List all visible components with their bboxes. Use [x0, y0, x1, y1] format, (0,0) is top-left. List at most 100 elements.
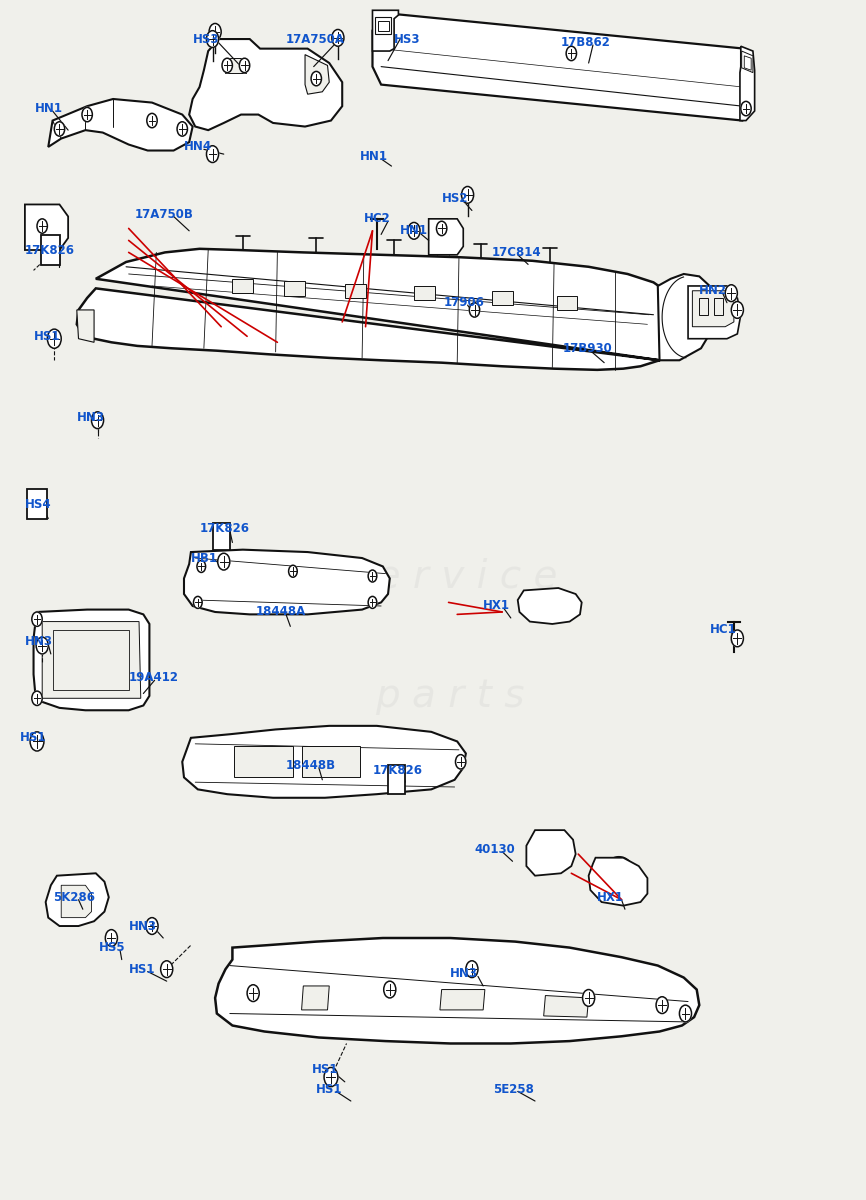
FancyBboxPatch shape — [212, 523, 229, 551]
Text: 18448A: 18448A — [255, 606, 306, 618]
Polygon shape — [182, 726, 466, 798]
Polygon shape — [46, 874, 109, 926]
Circle shape — [206, 31, 218, 48]
Text: p a r t s: p a r t s — [376, 677, 525, 715]
Text: 17B930: 17B930 — [563, 342, 612, 355]
Polygon shape — [34, 610, 150, 710]
Circle shape — [92, 412, 104, 428]
Polygon shape — [25, 204, 68, 250]
Circle shape — [656, 997, 669, 1014]
Polygon shape — [527, 830, 576, 876]
Polygon shape — [544, 996, 589, 1018]
Polygon shape — [693, 290, 734, 326]
Text: HC1: HC1 — [709, 624, 736, 636]
Polygon shape — [232, 278, 253, 293]
Polygon shape — [741, 52, 753, 73]
Polygon shape — [714, 298, 722, 314]
Circle shape — [55, 121, 65, 136]
FancyBboxPatch shape — [388, 766, 405, 794]
Polygon shape — [42, 622, 141, 698]
Polygon shape — [284, 281, 305, 295]
Polygon shape — [301, 746, 359, 778]
Polygon shape — [77, 248, 680, 370]
Text: HB1: HB1 — [191, 552, 218, 564]
Circle shape — [32, 691, 42, 706]
Text: 5K286: 5K286 — [53, 890, 94, 904]
Circle shape — [147, 113, 158, 127]
Circle shape — [408, 222, 420, 239]
Circle shape — [466, 961, 478, 978]
Text: HN1: HN1 — [400, 224, 428, 238]
Circle shape — [740, 101, 751, 115]
Text: 17K826: 17K826 — [25, 244, 74, 257]
Polygon shape — [658, 274, 716, 360]
Circle shape — [32, 612, 42, 626]
Text: s e r v i c e: s e r v i c e — [344, 557, 557, 595]
Polygon shape — [688, 286, 740, 338]
Polygon shape — [414, 286, 435, 300]
Circle shape — [222, 59, 232, 73]
Text: HN1: HN1 — [36, 102, 63, 115]
Circle shape — [288, 565, 297, 577]
Circle shape — [566, 47, 577, 61]
Text: HS1: HS1 — [34, 330, 60, 343]
Polygon shape — [301, 986, 329, 1010]
Text: HN2: HN2 — [700, 284, 727, 298]
Polygon shape — [372, 11, 398, 52]
Circle shape — [368, 570, 377, 582]
Circle shape — [106, 930, 118, 947]
Polygon shape — [61, 886, 92, 918]
Text: HN3: HN3 — [450, 967, 478, 980]
Circle shape — [680, 1006, 692, 1022]
Polygon shape — [492, 290, 513, 305]
Circle shape — [161, 961, 172, 978]
Text: HS3: HS3 — [192, 32, 219, 46]
Polygon shape — [189, 40, 342, 130]
Circle shape — [731, 301, 743, 318]
Polygon shape — [305, 55, 329, 94]
Text: HS1: HS1 — [312, 1063, 339, 1076]
Circle shape — [247, 985, 259, 1002]
Circle shape — [30, 732, 44, 751]
Circle shape — [462, 186, 474, 203]
Polygon shape — [589, 858, 648, 906]
Text: 40130: 40130 — [475, 842, 515, 856]
Text: HS4: HS4 — [25, 498, 52, 511]
Text: 17K826: 17K826 — [372, 763, 423, 776]
Polygon shape — [184, 550, 390, 614]
Polygon shape — [375, 18, 391, 35]
Circle shape — [368, 596, 377, 608]
Circle shape — [332, 30, 344, 47]
Text: 17K826: 17K826 — [199, 522, 249, 534]
Circle shape — [82, 107, 93, 121]
Text: HN3: HN3 — [129, 919, 157, 932]
Text: HS2: HS2 — [442, 192, 469, 205]
Text: HS1: HS1 — [316, 1082, 343, 1096]
Text: 17A750B: 17A750B — [135, 208, 194, 221]
Polygon shape — [700, 298, 708, 314]
Polygon shape — [429, 218, 463, 254]
Polygon shape — [372, 13, 753, 120]
Circle shape — [206, 145, 218, 162]
Polygon shape — [77, 310, 94, 342]
Circle shape — [146, 918, 158, 935]
Circle shape — [469, 302, 480, 317]
Circle shape — [583, 990, 595, 1007]
Text: HN3: HN3 — [77, 412, 105, 425]
Polygon shape — [518, 588, 582, 624]
Circle shape — [384, 982, 396, 998]
Polygon shape — [345, 283, 365, 298]
Text: HN1: HN1 — [359, 150, 387, 163]
Text: HX1: HX1 — [598, 890, 624, 904]
Circle shape — [456, 755, 466, 769]
Text: 17C814: 17C814 — [492, 246, 541, 259]
FancyBboxPatch shape — [28, 490, 47, 520]
Circle shape — [193, 596, 202, 608]
Circle shape — [217, 553, 229, 570]
Circle shape — [239, 59, 249, 73]
FancyBboxPatch shape — [42, 235, 61, 265]
Circle shape — [36, 637, 48, 654]
Text: HS5: HS5 — [99, 941, 125, 954]
Circle shape — [197, 560, 205, 572]
Text: 19A412: 19A412 — [129, 672, 178, 684]
